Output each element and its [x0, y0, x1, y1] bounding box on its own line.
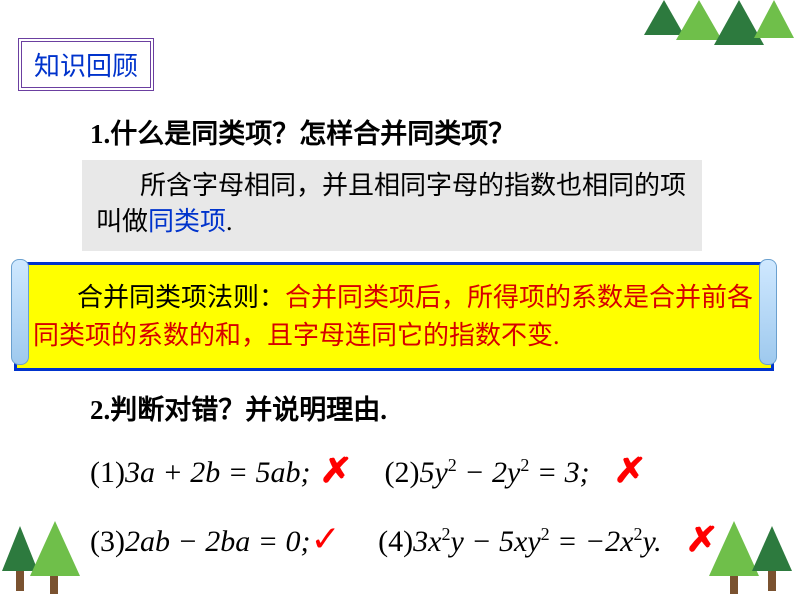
question-1: 1.什么是同类项？怎样合并同类项？	[90, 112, 515, 151]
decor-trees-top	[644, 0, 794, 50]
mark-x-icon: ✗	[613, 440, 647, 505]
rule-wrap: 合并同类项法则：合并同类项后，所得项的系数是合并前各同类项的系数的和，且字母连同…	[14, 262, 774, 371]
equations-area: (1)3a + 2b = 5ab; ✗ (2)5y2 − 2y2 = 3; ✗ …	[90, 440, 730, 573]
eq4-expr: 3x2y − 5xy2 = −2x2y.	[413, 525, 662, 558]
eq1-label: (1)	[90, 456, 125, 489]
eq2-label: (2)	[384, 456, 419, 489]
mark-check-icon: ✓	[310, 505, 340, 573]
eq3-label: (3)	[90, 525, 125, 558]
rule-box: 合并同类项法则：合并同类项后，所得项的系数是合并前各同类项的系数的和，且字母连同…	[14, 262, 774, 371]
eq2-expr: 5y2 − 2y2 = 3;	[419, 456, 589, 489]
question-2: 2.判断对错？并说明理由.	[90, 388, 387, 427]
eq3-expr: 2ab − 2ba = 0;	[125, 525, 310, 558]
eq4-label: (4)	[378, 525, 413, 558]
scroll-decor-left	[11, 259, 29, 365]
definition-term: 同类项	[148, 207, 226, 236]
definition-box: 所含字母相同，并且相同字母的指数也相同的项叫做同类项.	[82, 160, 702, 251]
mark-x-icon: ✗	[319, 440, 353, 505]
scroll-decor-right	[759, 259, 777, 365]
review-box: 知识回顾	[18, 38, 154, 91]
equation-row-1: (1)3a + 2b = 5ab; ✗ (2)5y2 − 2y2 = 3; ✗	[90, 440, 730, 505]
eq1-expr: 3a + 2b = 5ab;	[125, 456, 311, 489]
equation-row-2: (3)2ab − 2ba = 0;✓ (4)3x2y − 5xy2 = −2x2…	[90, 505, 730, 574]
decor-trees-bottom-left	[0, 516, 90, 596]
mark-x-icon: ✗	[685, 509, 719, 574]
review-label: 知识回顾	[34, 52, 138, 81]
rule-pre: 合并同类项法则：	[77, 283, 285, 312]
definition-post: .	[226, 207, 233, 236]
